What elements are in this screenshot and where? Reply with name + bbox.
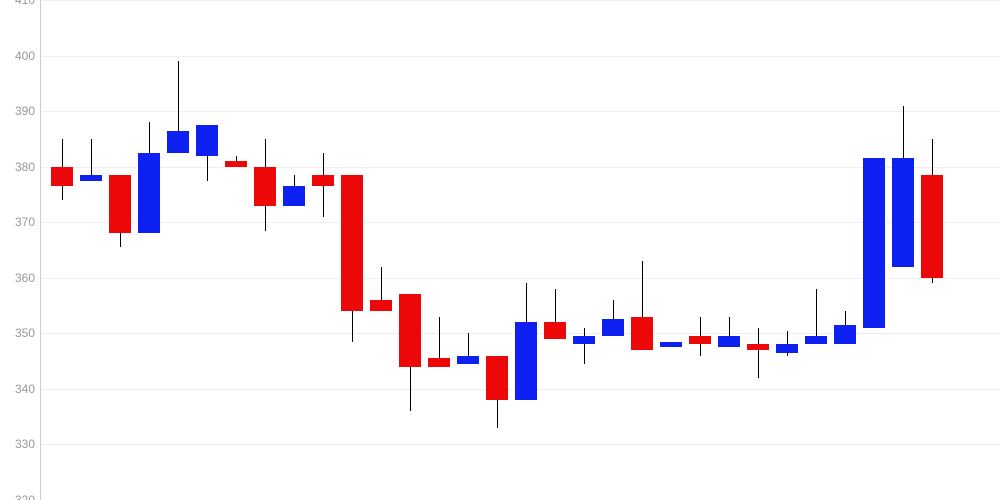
candle-down: [312, 175, 334, 186]
candle-up: [834, 325, 856, 344]
candle-up: [196, 125, 218, 156]
candle-up: [167, 131, 189, 153]
candle-up: [138, 153, 160, 234]
y-axis-label: 340: [15, 382, 35, 396]
gridline: [40, 222, 1000, 223]
candle-wick: [758, 328, 759, 378]
gridline: [40, 444, 1000, 445]
candle-up: [892, 158, 914, 266]
candle-down: [254, 167, 276, 206]
candle-up: [718, 336, 740, 347]
candle-down: [428, 358, 450, 366]
candle-down: [51, 167, 73, 186]
gridline: [40, 0, 1000, 1]
y-axis-label: 390: [15, 104, 35, 118]
candle-up: [573, 336, 595, 344]
y-axis-line: [40, 0, 41, 500]
candle-up: [283, 186, 305, 205]
candle-down: [747, 344, 769, 350]
candle-down: [370, 300, 392, 311]
candle-down: [225, 161, 247, 167]
candle-up: [805, 336, 827, 344]
gridline: [40, 278, 1000, 279]
candle-up: [515, 322, 537, 400]
candle-up: [602, 319, 624, 336]
candle-down: [399, 294, 421, 366]
candlestick-chart: 320 330 340 350 360 370 380 390 400 410: [0, 0, 1000, 500]
candle-down: [921, 175, 943, 278]
gridline: [40, 56, 1000, 57]
candle-up: [776, 344, 798, 352]
y-axis-label: 370: [15, 215, 35, 229]
candle-up: [660, 342, 682, 348]
candle-down: [689, 336, 711, 344]
candle-down: [544, 322, 566, 339]
candle-down: [109, 175, 131, 233]
y-axis-label: 380: [15, 160, 35, 174]
y-axis-label: 360: [15, 271, 35, 285]
y-axis-label: 330: [15, 437, 35, 451]
gridline: [40, 167, 1000, 168]
y-axis-label: 350: [15, 326, 35, 340]
y-axis-label: 410: [15, 0, 35, 7]
candle-up: [80, 175, 102, 181]
candle-down: [631, 317, 653, 350]
y-axis-label: 320: [15, 493, 35, 500]
candle-wick: [584, 328, 585, 364]
gridline: [40, 111, 1000, 112]
candle-up: [863, 158, 885, 327]
candle-down: [341, 175, 363, 311]
y-axis-label: 400: [15, 49, 35, 63]
candle-up: [457, 356, 479, 364]
candle-down: [486, 356, 508, 400]
